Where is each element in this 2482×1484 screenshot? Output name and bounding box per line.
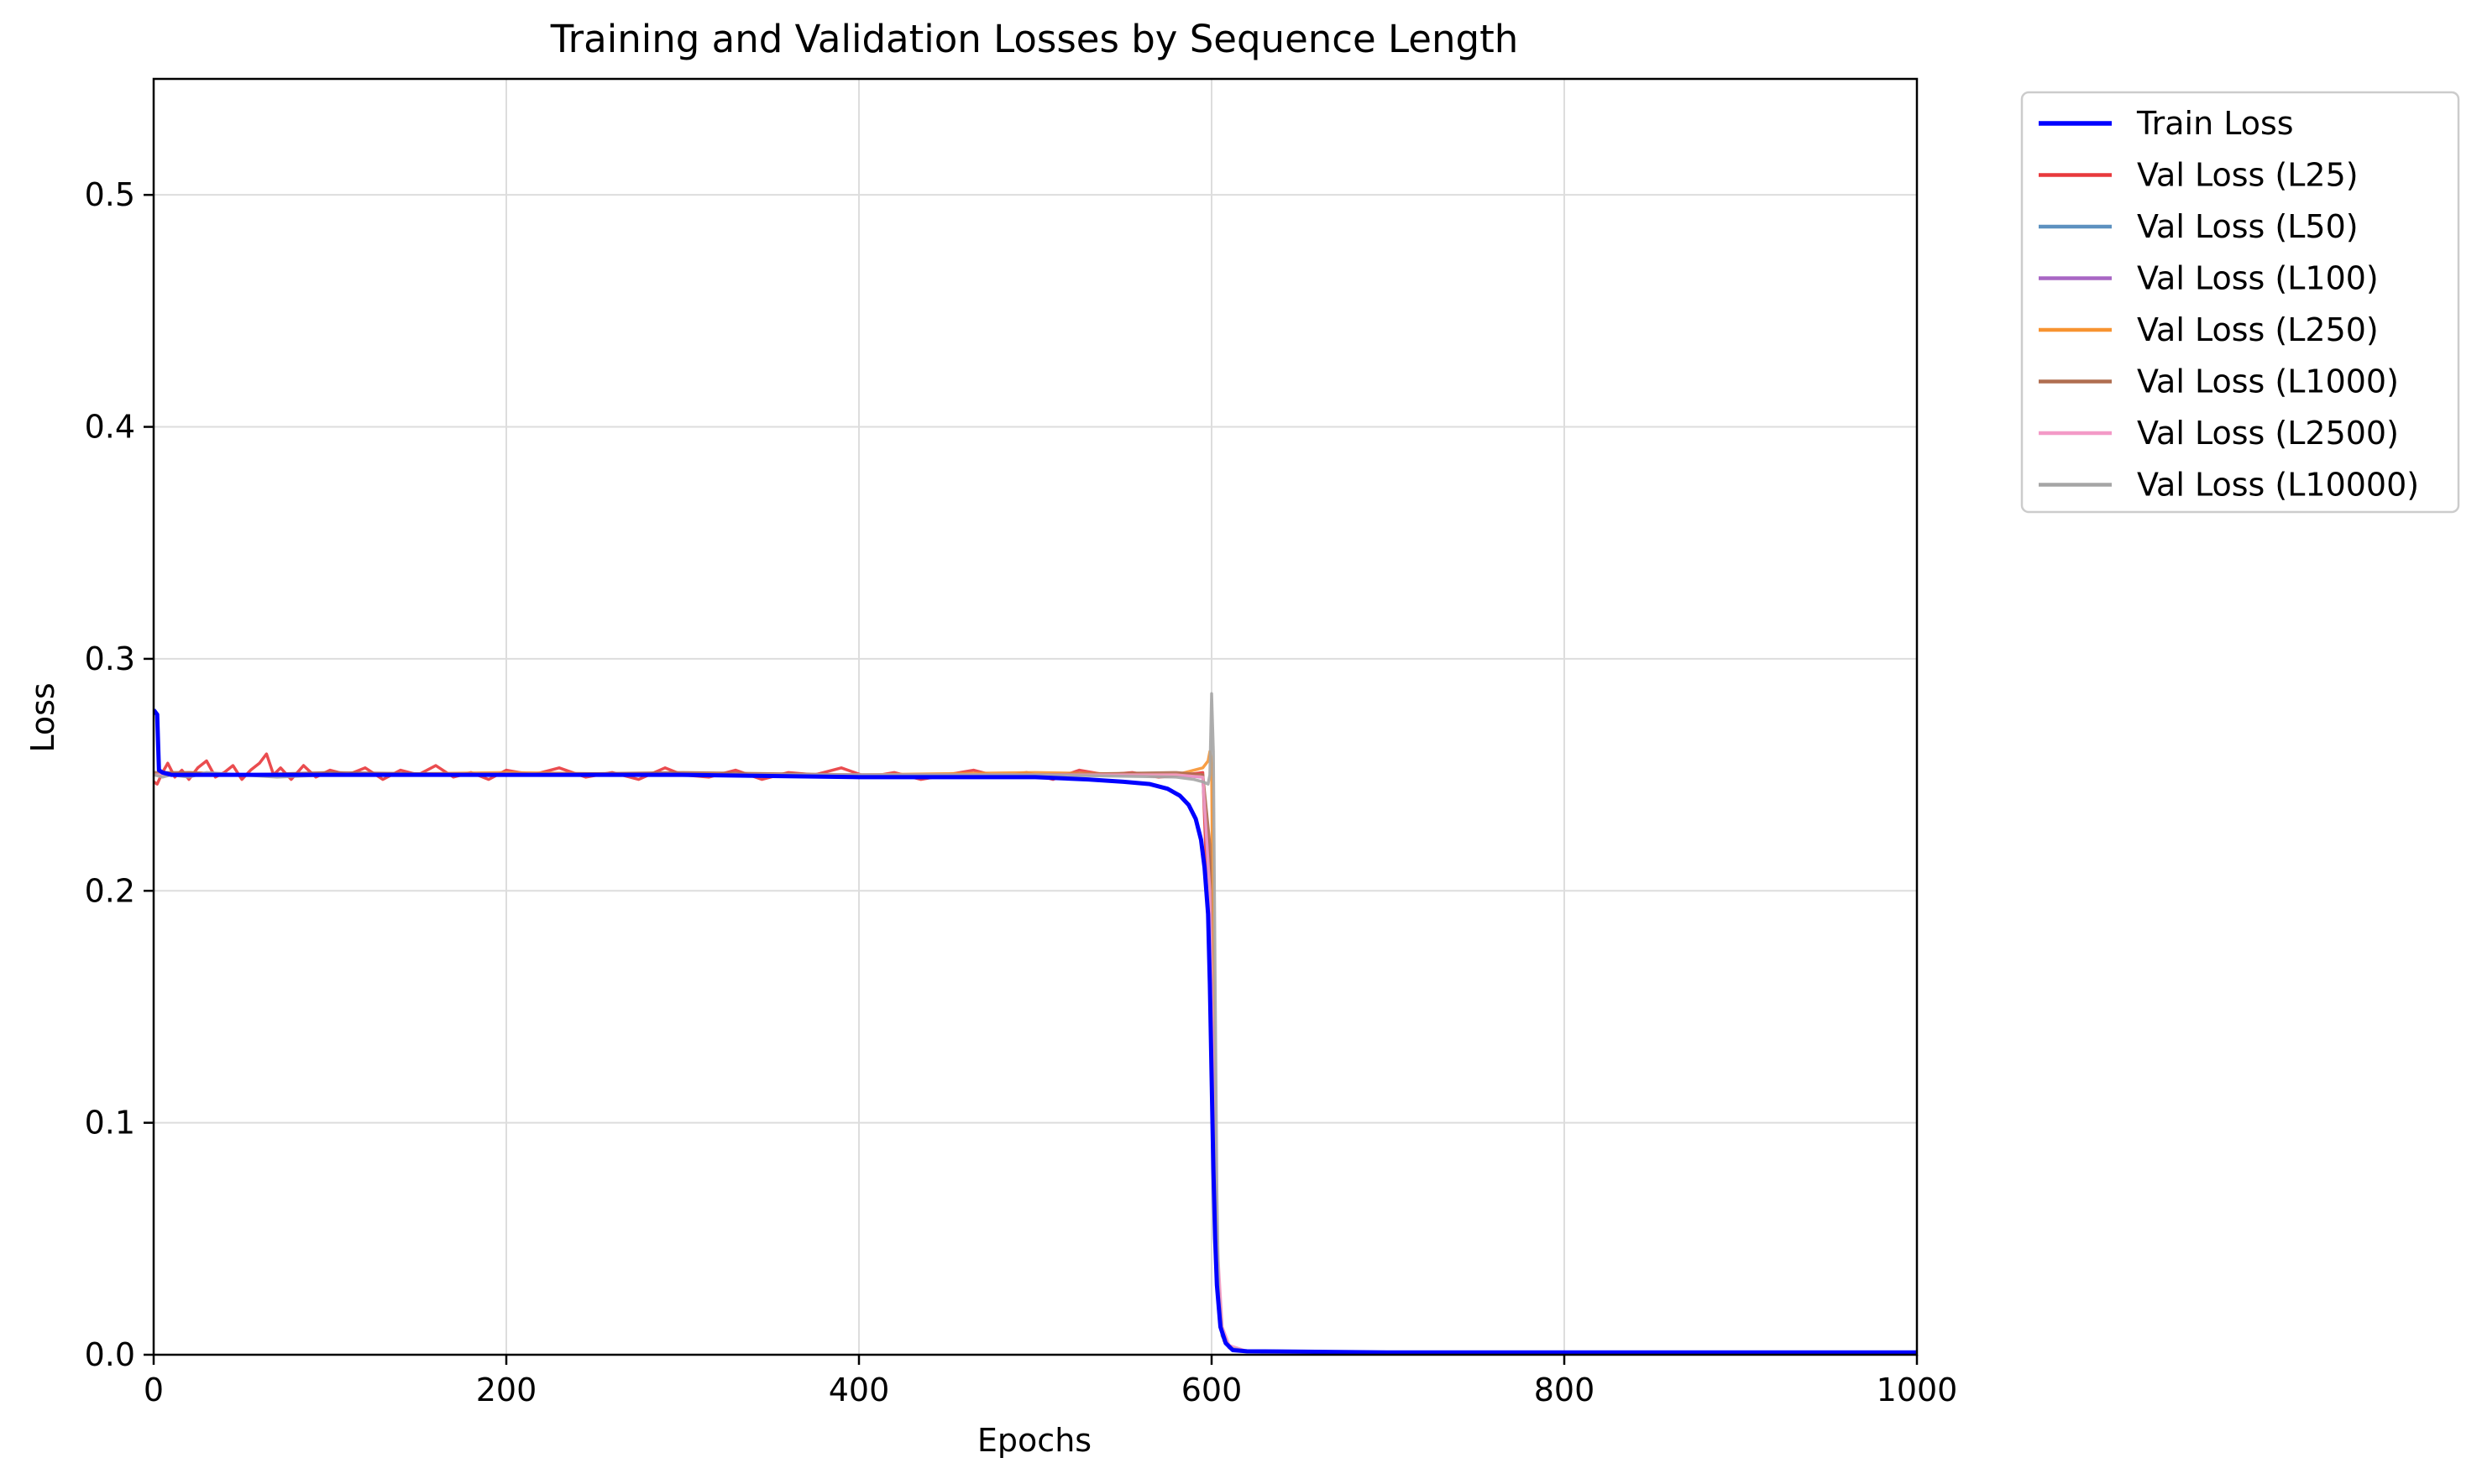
x-axis-label: Epochs (977, 1422, 1092, 1459)
x-tick-label: 1000 (1877, 1372, 1958, 1408)
y-tick-label: 0.4 (85, 409, 135, 446)
chart-title: Training and Validation Losses by Sequen… (550, 17, 1518, 61)
y-tick-label: 0.2 (85, 872, 135, 909)
legend-frame (2020, 91, 2460, 514)
x-tick-label: 800 (1534, 1372, 1595, 1408)
x-axis-ticks: 0 200 400 600 800 1000 (144, 1355, 1957, 1408)
y-tick-label: 0.1 (85, 1105, 135, 1142)
y-axis-ticks: 0.0 0.1 0.2 0.3 0.4 0.5 (85, 176, 154, 1373)
legend-label-val-loss-l10000: Val Loss (L10000) (2137, 467, 2419, 504)
plot-frame (152, 77, 1919, 1356)
series-layer (154, 692, 1917, 1355)
y-axis-label: Loss (24, 682, 61, 752)
legend-label-val-loss-l100: Val Loss (L100) (2137, 260, 2379, 297)
series-line-train-loss (154, 708, 1917, 1355)
legend-label-val-loss-l250: Val Loss (L250) (2137, 311, 2379, 348)
x-tick-label: 0 (144, 1372, 164, 1408)
legend-label-val-loss-l1000: Val Loss (L1000) (2137, 363, 2399, 400)
legend: Train Loss Val Loss (L25) Val Loss (L50) Va… (2020, 91, 2460, 514)
legend-items: Train Loss Val Loss (L25) Val Loss (L50) Va… (2039, 105, 2419, 504)
legend-label-train-loss: Train Loss (2136, 105, 2294, 142)
y-tick-label: 0.5 (85, 176, 135, 213)
y-tick-label: 0.0 (85, 1336, 135, 1373)
x-tick-label: 600 (1181, 1372, 1243, 1408)
y-tick-label: 0.3 (85, 640, 135, 677)
x-tick-label: 200 (476, 1372, 537, 1408)
legend-label-val-loss-l2500: Val Loss (L2500) (2137, 415, 2399, 452)
legend-label-val-loss-l50: Val Loss (L50) (2137, 208, 2359, 245)
legend-label-val-loss-l25: Val Loss (L25) (2137, 157, 2359, 194)
x-tick-label: 400 (829, 1372, 890, 1408)
